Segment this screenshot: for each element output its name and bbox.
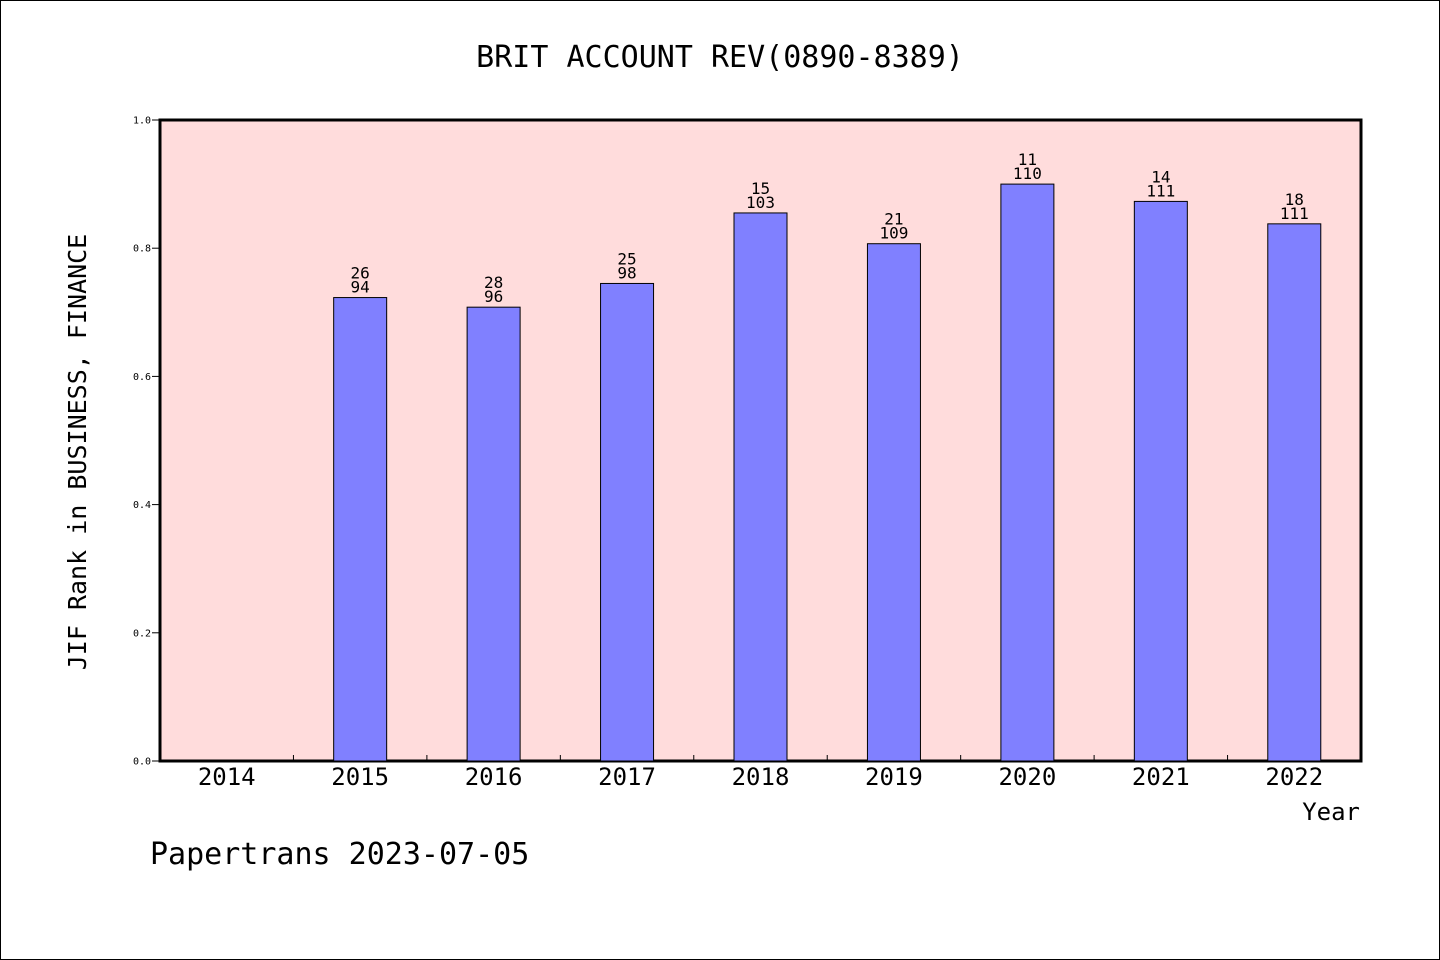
bar-2022 [1267,223,1322,762]
bar-2019 [866,243,921,762]
total-label-2017: 98 [617,263,636,282]
x-tick-label-2015: 2015 [331,763,389,791]
rank-label-2018: 15 [751,179,770,198]
y-tick-label-0.8: 0.8 [133,244,151,255]
x-tick-label-2020: 2020 [998,763,1056,791]
x-axis: 2014 2015 2016 2017 2018 2019 2020 2021 2022 [198,755,1323,791]
y-tick-label-0.0: 0.0 [133,757,151,768]
y-axis: 0.0 0.2 0.4 0.6 0.8 1.0 [133,116,160,768]
chart-title: BRIT ACCOUNT REV(0890-8389) [476,40,964,75]
bar-2015 [333,297,388,762]
y-tick-label-0.4: 0.4 [133,500,151,511]
x-tick-label-2021: 2021 [1132,763,1190,791]
x-tick-label-2018: 2018 [732,763,790,791]
bar-2016 [466,306,521,762]
bar-2021 [1133,200,1188,762]
rank-label-2015: 26 [351,264,370,283]
x-axis-label: Year [1302,798,1360,826]
rank-label-2017: 25 [617,249,636,268]
bar-2018 [733,212,788,762]
total-label-2016: 96 [484,287,503,306]
x-tick-label-2014: 2014 [198,763,256,791]
y-axis-label: JIF Rank in BUSINESS, FINANCE [63,234,92,671]
y-tick-label-0.2: 0.2 [133,628,151,639]
x-tick-label-2016: 2016 [465,763,523,791]
bar-2017 [600,282,655,762]
total-label-2021: 111 [1146,181,1175,200]
total-label-2022: 111 [1280,204,1309,223]
x-tick-label-2022: 2022 [1265,763,1323,791]
total-label-2018: 103 [746,193,775,212]
rank-label-2021: 14 [1151,167,1170,186]
rank-label-2022: 18 [1285,190,1304,209]
x-tick-label-2019: 2019 [865,763,923,791]
rank-label-2016: 28 [484,273,503,292]
footer-attribution: Papertrans 2023-07-05 [150,837,529,872]
total-label-2019: 109 [879,224,908,243]
bars-layer [333,183,1322,762]
rank-label-2020: 11 [1018,150,1037,169]
rank-label-2019: 21 [884,210,903,229]
total-label-2020: 110 [1013,164,1042,183]
y-tick-label-0.6: 0.6 [133,372,151,383]
bar-2020 [1000,183,1055,762]
total-label-2015: 94 [351,278,370,297]
x-tick-label-2017: 2017 [598,763,656,791]
y-tick-label-1.0: 1.0 [133,116,151,127]
